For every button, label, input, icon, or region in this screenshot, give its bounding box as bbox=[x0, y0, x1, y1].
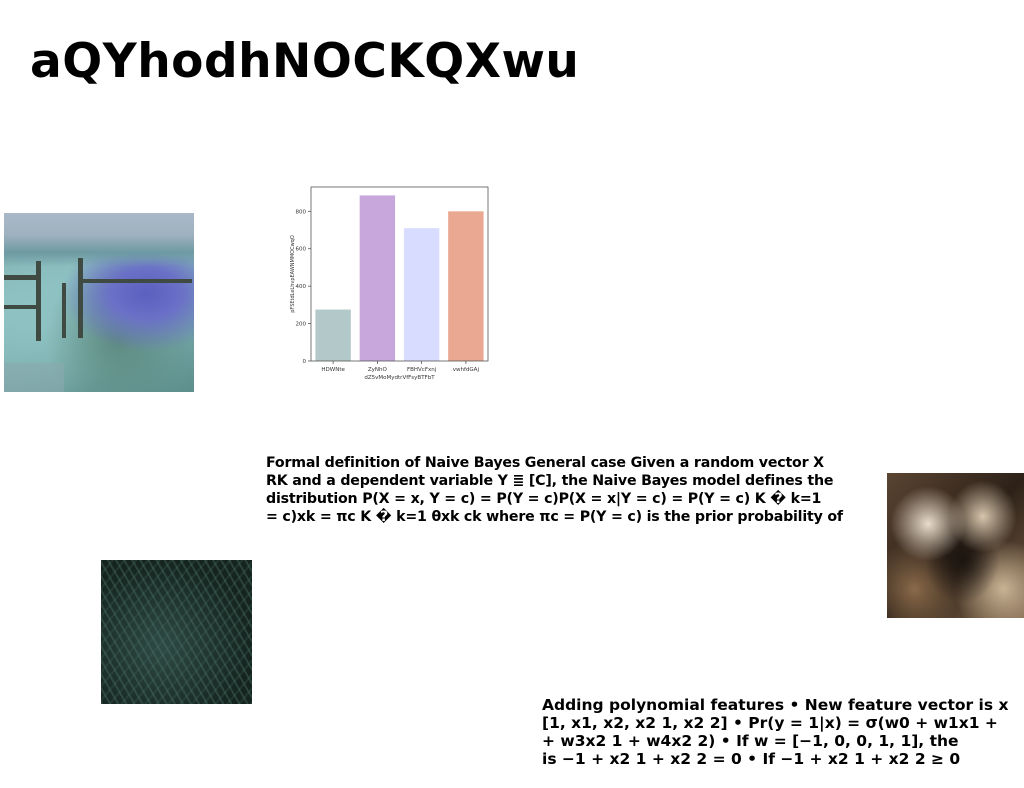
y-tick-label: 600 bbox=[296, 247, 307, 253]
bar-chart-svg: 0 200 400 600 800 HDWNte ZyNhO FBHVcFxnj vwhfdG… bbox=[290, 186, 489, 381]
x-tick-label: HDWNte bbox=[321, 367, 345, 373]
x-axis-label: dZ5vMoMydtrVfFsyBTFbT bbox=[364, 375, 435, 381]
paragraph-line: distribution P(X = x, Y = c) = P(Y = c)P… bbox=[266, 491, 822, 507]
y-tick-label: 200 bbox=[296, 322, 307, 328]
naive-bayes-paragraph: Formal definition of Naive Bayes General… bbox=[266, 454, 866, 526]
y-tick-label: 400 bbox=[296, 284, 307, 290]
bar-ZyNhO bbox=[359, 195, 396, 361]
fern-photo bbox=[101, 560, 252, 704]
paragraph-line: Formal definition of Naive Bayes General… bbox=[266, 455, 824, 471]
paragraph-line: is −1 + x2 1 + x2 2 = 0 • If −1 + x2 1 +… bbox=[542, 750, 961, 768]
x-tick-label: FBHVcFxnj bbox=[407, 367, 437, 373]
bar-HDWNte bbox=[315, 309, 351, 361]
paragraph-line: + w3x2 1 + w4x2 2) • If w = [−1, 0, 0, 1… bbox=[542, 732, 959, 750]
paragraph-line: [1, x1, x2, x2 1, x2 2] • Pr(y = 1|x) = … bbox=[542, 714, 998, 732]
marble-texture-photo bbox=[887, 473, 1024, 618]
garden-photo bbox=[4, 213, 194, 392]
y-tick-label: 800 bbox=[296, 209, 307, 215]
bar-chart: 0 200 400 600 800 HDWNte ZyNhO FBHVcFxnj vwhfdG… bbox=[288, 180, 498, 385]
x-tick-label: vwhfdGAj bbox=[453, 367, 480, 373]
bar-vwhfdGAj bbox=[448, 211, 484, 361]
paragraph-line: = c)xk = πc K � k=1 θxk ck where πc = P(… bbox=[266, 509, 843, 525]
page-title: aQYhodhNOCKQXwu bbox=[30, 34, 580, 89]
paragraph-line: RK and a dependent variable Y ≣ [C], the… bbox=[266, 473, 834, 489]
x-tick-label: ZyNhO bbox=[368, 367, 388, 373]
polynomial-features-paragraph: Adding polynomial features • New feature… bbox=[542, 696, 1024, 768]
plot-frame bbox=[310, 186, 489, 362]
paragraph-line: Adding polynomial features • New feature… bbox=[542, 696, 1009, 714]
bar-FBHVcFxnj bbox=[403, 228, 440, 361]
y-axis-label: pFSEtdLeLhvpEAWNMMOCwqO bbox=[290, 235, 296, 313]
y-tick-label: 0 bbox=[303, 359, 307, 365]
